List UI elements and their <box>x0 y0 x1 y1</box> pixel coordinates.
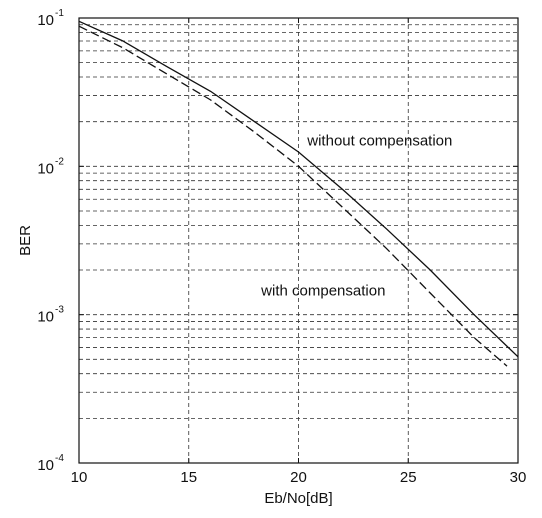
y-tick-exponent: -3 <box>55 305 64 316</box>
y-tick-exponent: -4 <box>55 453 64 464</box>
annotations: without compensation with compensation <box>260 133 452 300</box>
annotation-label: without compensation <box>306 133 452 150</box>
y-tick-label: 10 <box>37 457 54 474</box>
annotation-label: with compensation <box>260 282 385 299</box>
x-axis-label: Eb/No[dB] <box>264 490 332 507</box>
series-line-solid <box>78 20 519 358</box>
grid-lines <box>79 18 518 463</box>
data-series <box>78 20 519 367</box>
x-tick-label: 25 <box>400 469 417 486</box>
y-tick-label: 10 <box>37 160 54 177</box>
x-tick-label: 15 <box>180 469 197 486</box>
y-tick-label: 10 <box>37 12 54 29</box>
y-axis-label: BER <box>17 225 34 256</box>
y-tick-exponent: -2 <box>55 156 64 167</box>
y-tick-exponent: -1 <box>55 8 64 19</box>
x-tick-label: 20 <box>290 469 307 486</box>
x-tick-label: 30 <box>510 469 527 486</box>
x-tick-label: 10 <box>71 469 88 486</box>
series-line-dashed <box>78 25 508 367</box>
y-tick-label: 10 <box>37 309 54 326</box>
